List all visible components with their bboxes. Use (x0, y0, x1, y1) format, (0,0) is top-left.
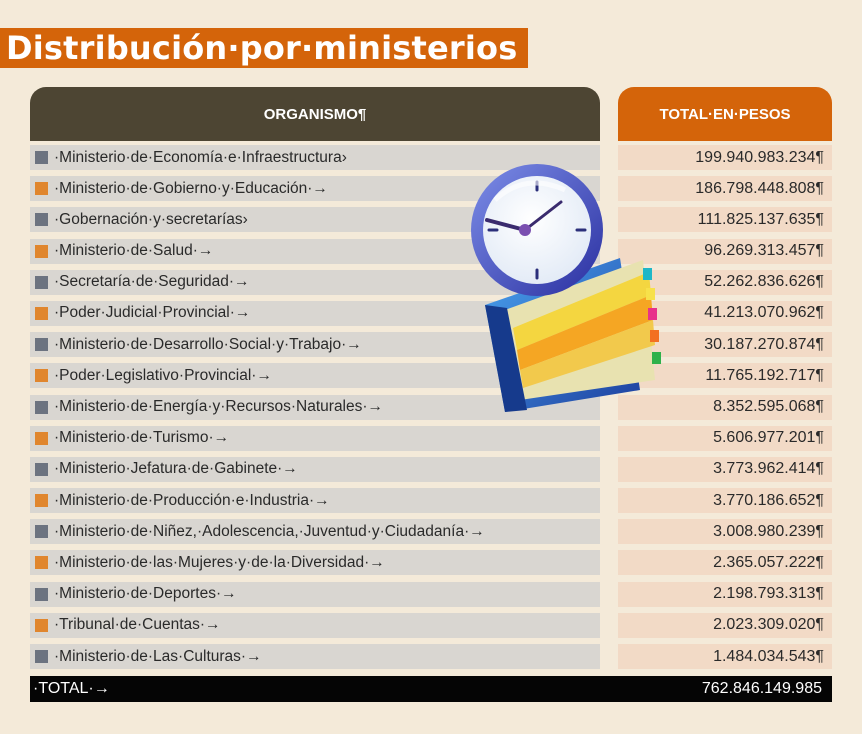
total-label: ·TOTAL·→ (33, 680, 110, 697)
row-marker-icon (35, 275, 48, 289)
ministry-total: 2.365.057.222¶ (618, 550, 832, 576)
row-marker-icon (35, 431, 48, 445)
row-marker-icon (35, 213, 48, 227)
row-marker-icon (35, 525, 48, 539)
ministry-total: 2.023.309.020¶ (618, 612, 832, 638)
ministry-name: ·Ministerio·Jefatura·de·Gabinete·→ (54, 460, 298, 478)
ministry-cell: ·Ministerio·de·Deportes·→ (30, 581, 600, 607)
ministry-name: ·Ministerio·de·Salud·→ (54, 242, 214, 260)
ministry-name: ·Ministerio·de·Energía·y·Recursos·Natura… (54, 398, 384, 415)
table-row: ·Poder·Judicial·Provincial·→ 41.213.070.9… (30, 300, 832, 326)
ministry-total: 186.798.448.808¶ (618, 176, 832, 202)
organismo-column-header: ORGANISMO¶ (30, 87, 600, 141)
ministry-total: 3.770.186.652¶ (618, 488, 832, 514)
ministry-cell: ·Ministerio·de·Producción·e·Industria·→ (30, 488, 600, 514)
table-row: ·Poder·Legislativo·Provincial·→ 11.765.19… (30, 363, 832, 389)
table-row: ·Ministerio·de·Energía·y·Recursos·Natura… (30, 394, 832, 420)
ministry-total: 3.773.962.414¶ (618, 456, 832, 482)
table-row: ·Tribunal·de·Cuentas·→ 2.023.309.020¶ (30, 612, 832, 638)
organismo-header-label: ORGANISMO¶ (263, 105, 367, 123)
row-marker-icon (35, 182, 48, 196)
ministry-name: ·Ministerio·de·Niñez,·Adolescencia,·Juve… (54, 522, 485, 540)
row-marker-icon (35, 244, 48, 258)
ministries-table: ·Ministerio·de·Economía·e·Infraestructur… (30, 145, 832, 675)
ministry-total: 2.198.793.313¶ (618, 581, 832, 607)
ministry-name: ·Ministerio·de·Gobierno·y·Educación·→ (54, 179, 328, 197)
row-marker-icon (35, 462, 48, 476)
table-row: ·Ministerio·Jefatura·de·Gabinete·→ 3.773.… (30, 456, 832, 482)
page-title: Distribución·por·ministerios (0, 28, 528, 68)
row-marker-icon (35, 618, 48, 632)
ministry-total: 96.269.313.457¶ (618, 238, 832, 264)
row-marker-icon (35, 306, 48, 320)
table-row: ·Ministerio·de·Turismo·→ 5.606.977.201¶ (30, 425, 832, 451)
clock-icon (471, 164, 603, 296)
ministry-name: ·Ministerio·de·Las·Culturas·→ (54, 647, 262, 665)
ministry-name: ·Poder·Judicial·Provincial·→ (54, 304, 251, 322)
table-row: ·Gobernación·y·secretarías› 111.825.137.6… (30, 207, 832, 233)
row-marker-icon (35, 369, 48, 383)
ministry-total: 5.606.977.201¶ (618, 425, 832, 451)
ministry-name: ·Secretaría·de·Seguridad·→ (54, 273, 250, 291)
table-row: ·Ministerio·de·Desarrollo·Social·y·Traba… (30, 332, 832, 358)
row-marker-icon (35, 556, 48, 570)
ministry-name: ·Ministerio·de·las·Mujeres·y·de·la·Diver… (54, 553, 385, 571)
book-icon (485, 258, 661, 412)
row-marker-icon (35, 338, 48, 352)
ministry-cell: ·Ministerio·de·Niñez,·Adolescencia,·Juve… (30, 519, 600, 545)
table-row: ·Ministerio·de·Niñez,·Adolescencia,·Juve… (30, 519, 832, 545)
total-value: 762.846.149.985 (701, 680, 822, 697)
ministry-name: ·Poder·Legislativo·Provincial·→ (54, 366, 272, 384)
ministry-cell: ·Ministerio·de·las·Mujeres·y·de·la·Diver… (30, 550, 600, 576)
ministry-cell: ·Ministerio·de·Economía·e·Infraestructur… (30, 145, 600, 170)
row-marker-icon (35, 587, 48, 601)
ministry-name: ·Ministerio·de·Economía·e·Infraestructur… (54, 148, 347, 166)
row-marker-icon (35, 494, 48, 508)
ministry-name: ·Gobernación·y·secretarías› (54, 210, 248, 228)
total-column-header: TOTAL·EN·PESOS (618, 87, 832, 141)
ministry-total: 1.484.034.543¶ (618, 644, 832, 669)
total-header-label: TOTAL·EN·PESOS (659, 105, 791, 123)
table-row: ·Ministerio·de·las·Mujeres·y·de·la·Diver… (30, 550, 832, 576)
ministry-cell: ·Ministerio·de·Turismo·→ (30, 425, 600, 451)
ministry-name: ·Ministerio·de·Deportes·→ (54, 585, 237, 603)
row-marker-icon (35, 650, 48, 663)
table-row: ·Secretaría·de·Seguridad·→ 52.262.836.626… (30, 269, 832, 295)
row-marker-icon (35, 151, 48, 164)
table-row: ·Ministerio·de·Las·Culturas·→ 1.484.034.5… (30, 644, 832, 669)
ministry-name: ·Ministerio·de·Desarrollo·Social·y·Traba… (54, 335, 362, 353)
table-row: ·Ministerio·de·Deportes·→ 2.198.793.313¶ (30, 581, 832, 607)
total-row: ·TOTAL·→ 762.846.149.985 (30, 676, 832, 702)
table-row: ·Ministerio·de·Salud·→ 96.269.313.457¶ (30, 238, 832, 264)
ministry-name: ·Ministerio·de·Turismo·→ (54, 429, 230, 447)
ministry-cell: ·Tribunal·de·Cuentas·→ (30, 612, 600, 638)
table-row: ·Ministerio·de·Producción·e·Industria·→ 3… (30, 488, 832, 514)
table-row: ·Ministerio·de·Economía·e·Infraestructur… (30, 145, 832, 170)
ministry-total: 8.352.595.068¶ (618, 394, 832, 420)
ministry-cell: ·Ministerio·de·Las·Culturas·→ (30, 644, 600, 669)
ministry-name: ·Ministerio·de·Producción·e·Industria·→ (54, 491, 330, 509)
ministry-total: 199.940.983.234¶ (618, 145, 832, 170)
clock-book-icon (465, 160, 665, 430)
ministry-name: ·Tribunal·de·Cuentas·→ (54, 616, 221, 634)
row-marker-icon (35, 400, 48, 414)
ministry-total: 111.825.137.635¶ (618, 207, 832, 233)
ministry-total: 3.008.980.239¶ (618, 519, 832, 545)
table-row: ·Ministerio·de·Gobierno·y·Educación·→ 186… (30, 176, 832, 202)
ministry-cell: ·Ministerio·Jefatura·de·Gabinete·→ (30, 456, 600, 482)
